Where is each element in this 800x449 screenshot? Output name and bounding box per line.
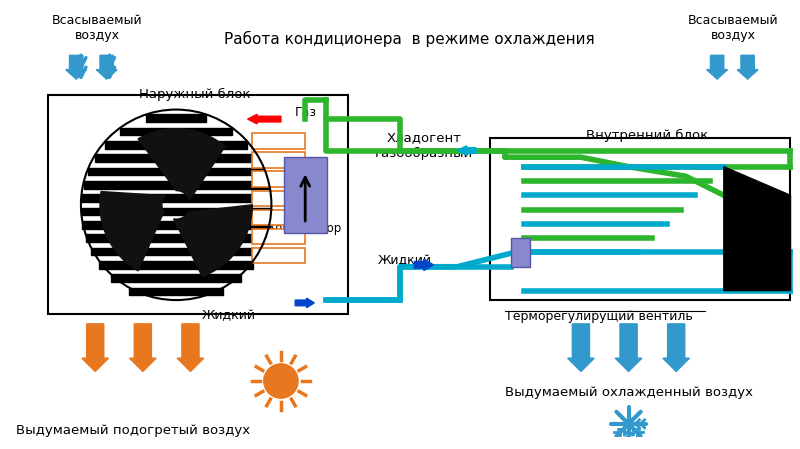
Bar: [252, 190, 305, 206]
FancyArrow shape: [615, 324, 642, 371]
Bar: [252, 210, 305, 225]
FancyArrow shape: [568, 324, 594, 371]
Text: Терморегулирущий вентиль: Терморегулирущий вентиль: [505, 309, 693, 322]
Bar: [252, 152, 305, 167]
Bar: [106, 141, 247, 149]
Bar: [130, 288, 223, 295]
Text: Всасываемый
воздух: Всасываемый воздух: [688, 14, 778, 42]
Bar: [490, 138, 790, 300]
FancyArrow shape: [66, 55, 86, 79]
Text: Жидкий: Жидкий: [378, 254, 432, 267]
FancyArrow shape: [414, 259, 434, 271]
Bar: [252, 248, 305, 263]
FancyArrow shape: [457, 146, 476, 155]
Circle shape: [264, 364, 298, 398]
Bar: [146, 114, 206, 122]
Bar: [86, 234, 266, 242]
Text: Газ: Газ: [295, 106, 318, 119]
Polygon shape: [138, 128, 225, 200]
Bar: [89, 167, 264, 175]
FancyArrow shape: [706, 55, 728, 79]
Text: Выдумаемый охлажденный воздух: Выдумаемый охлажденный воздух: [505, 386, 753, 399]
Bar: [82, 194, 271, 202]
Bar: [91, 248, 262, 255]
Text: Компрессор: Компрессор: [268, 222, 342, 235]
FancyArrow shape: [177, 324, 204, 371]
Bar: [84, 181, 268, 189]
Bar: [252, 172, 305, 187]
Bar: [252, 229, 305, 244]
Bar: [99, 261, 253, 269]
Polygon shape: [724, 167, 790, 291]
Bar: [95, 154, 257, 162]
Text: Наружный блок: Наружный блок: [139, 88, 251, 101]
Text: Жидкий: Жидкий: [202, 309, 255, 322]
FancyArrow shape: [663, 324, 690, 371]
Circle shape: [81, 110, 271, 300]
FancyArrow shape: [130, 324, 156, 371]
Text: Хладогент
газообразный: Хладогент газообразный: [374, 132, 473, 159]
FancyArrow shape: [295, 298, 314, 308]
Text: Работа кондиционера  в режиме охлаждения: Работа кондиционера в режиме охлаждения: [224, 31, 595, 47]
Bar: [82, 221, 270, 229]
Bar: [81, 208, 271, 215]
FancyArrow shape: [82, 324, 109, 371]
FancyArrow shape: [247, 114, 281, 124]
Bar: [47, 95, 347, 314]
Polygon shape: [100, 192, 166, 271]
Text: Выдумаемый подогретый воздух: Выдумаемый подогретый воздух: [16, 424, 250, 437]
FancyBboxPatch shape: [284, 157, 326, 233]
FancyArrow shape: [737, 55, 758, 79]
Bar: [511, 238, 530, 267]
FancyArrow shape: [96, 55, 117, 79]
Bar: [252, 133, 305, 149]
Text: Внутренний блок: Внутренний блок: [586, 128, 709, 142]
Polygon shape: [174, 205, 252, 277]
Text: Всасываемый
воздух: Всасываемый воздух: [52, 14, 142, 42]
Bar: [120, 128, 232, 135]
Bar: [111, 274, 242, 282]
